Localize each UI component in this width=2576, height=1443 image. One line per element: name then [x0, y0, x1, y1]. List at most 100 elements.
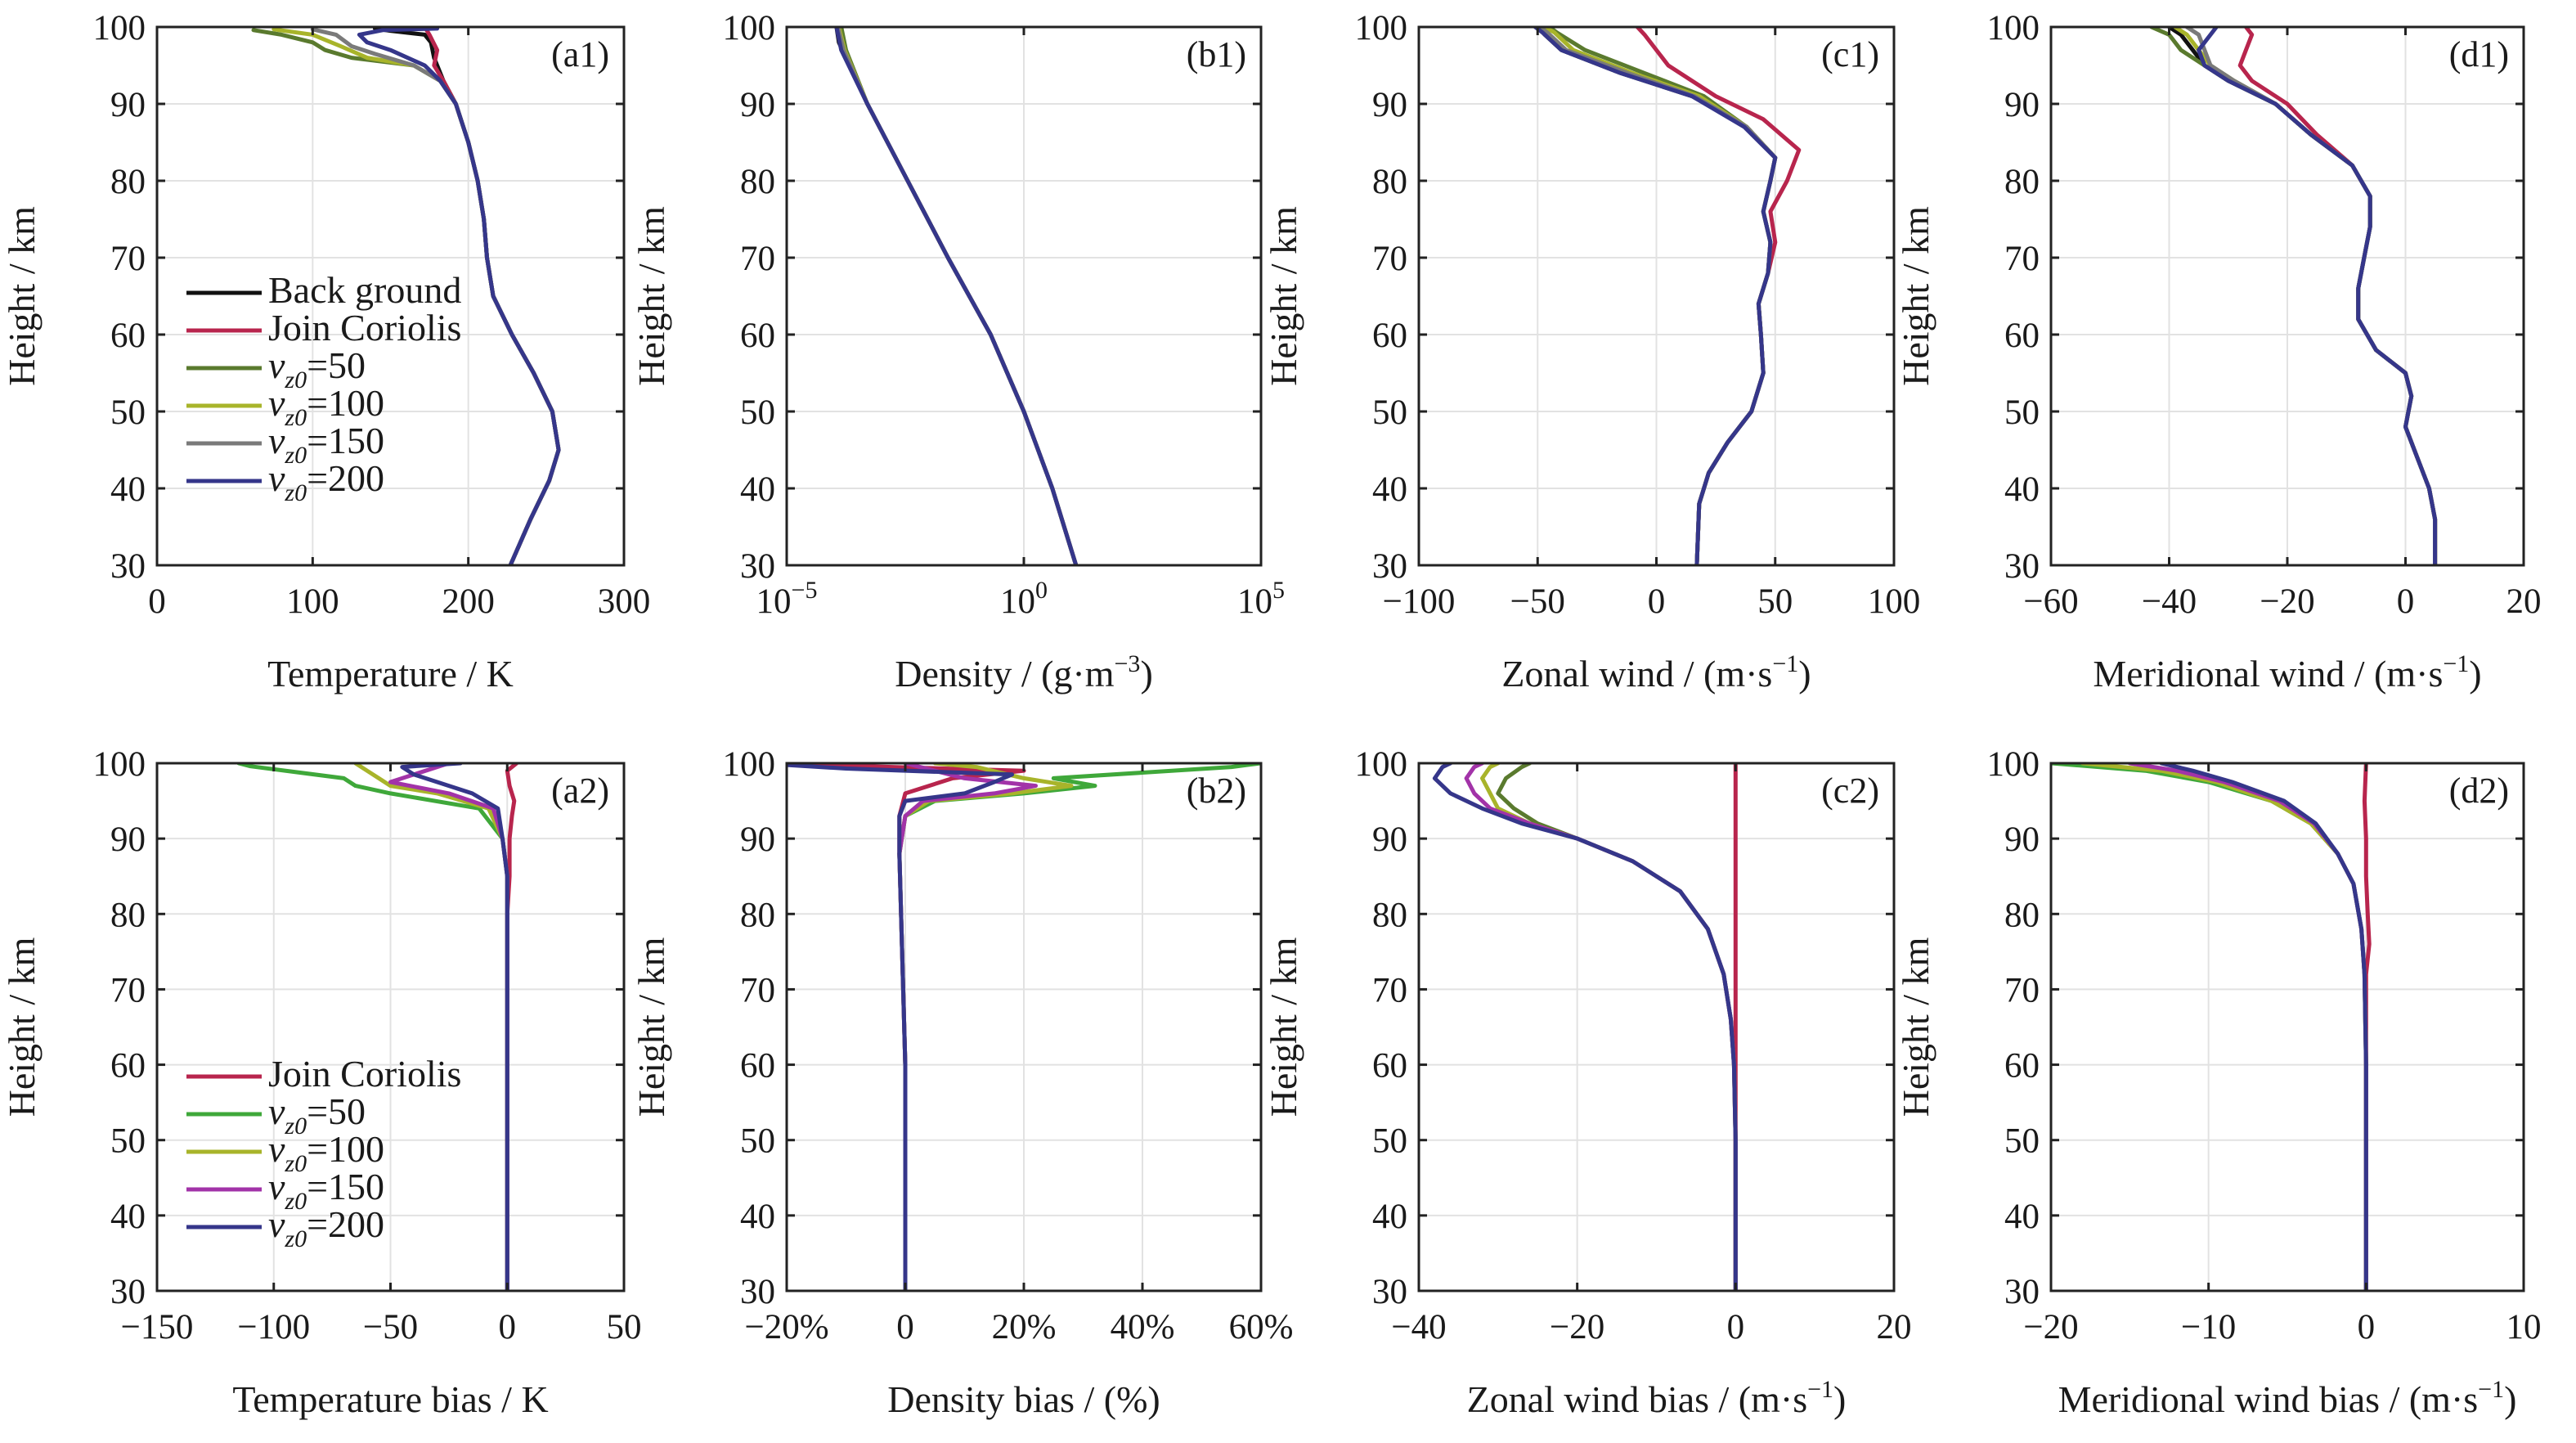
panel-d2: 30 40 50 60 70 80 90 100 −20 −10 0 10 (d2) Height / k… [1895, 745, 2542, 1420]
y-tick-label: 70 [1372, 971, 1407, 1009]
series-line-v-100 [897, 763, 1074, 1291]
panel-label: (d1) [2449, 34, 2509, 74]
y-tick-label: 60 [740, 1047, 775, 1086]
y-tick-label: 30 [1372, 547, 1407, 586]
x-axis-label: Meridional wind bias / (m·s−1) [2058, 1376, 2517, 1420]
y-tick-label: 90 [1372, 86, 1407, 124]
series-line-v-200 [1432, 763, 1738, 1291]
y-tick-label: 80 [110, 896, 146, 934]
x-tick-label: 50 [1757, 582, 1793, 621]
y-tick-label: 80 [1372, 163, 1407, 201]
y-tick-label: 60 [2004, 1047, 2040, 1086]
y-tick-label: 70 [740, 240, 775, 278]
y-tick-label: 80 [2004, 896, 2040, 934]
x-tick-label: 105 [1237, 577, 1285, 621]
y-tick-label: 40 [740, 1198, 775, 1236]
y-tick-label: 70 [110, 240, 146, 278]
x-tick-label: 10 [2506, 1308, 2542, 1346]
x-tick-label: −100 [237, 1308, 310, 1346]
x-tick-label: 200 [442, 582, 495, 621]
panel-label: (c2) [1821, 771, 1879, 811]
x-axis-label: Meridional wind / (m·s−1) [2093, 650, 2481, 695]
y-tick-label: 100 [1987, 745, 2040, 784]
panel-label: (b2) [1187, 771, 1246, 811]
y-tick-label: 90 [1372, 820, 1407, 859]
series-line-v-200 [834, 27, 1079, 565]
x-tick-label: −50 [363, 1308, 418, 1346]
panel-a2: 30 40 50 60 70 80 90 100 −150 −100 −50 0 50 (a2) Heigh… [1, 745, 642, 1420]
y-tick-label: 60 [1372, 1047, 1407, 1086]
series-line-v-150 [388, 763, 509, 1291]
y-tick-label: 50 [110, 1122, 146, 1161]
y-tick-label: 40 [110, 1198, 146, 1236]
y-tick-label: 100 [1987, 9, 2040, 47]
y-tick-label: 100 [1355, 9, 1408, 47]
panel-d1: 30 40 50 60 70 80 90 100 −60 −40 −20 0 20 (d1) Height … [1895, 9, 2542, 695]
x-axis-label: Density / (g·m−3) [895, 650, 1153, 695]
y-tick-label: 30 [110, 547, 146, 586]
series-line-v-150 [897, 763, 1038, 1291]
y-tick-label: 60 [740, 317, 775, 355]
x-axis-label: Zonal wind bias / (m·s−1) [1467, 1376, 1847, 1420]
series-line-v-50 [897, 763, 1261, 1291]
x-tick-label: 300 [598, 582, 651, 621]
series-line-join-coriolis [787, 763, 1026, 1291]
x-tick-label: −100 [1383, 582, 1456, 621]
y-tick-label: 70 [2004, 240, 2040, 278]
x-tick-label: −150 [121, 1308, 194, 1346]
y-tick-label: 90 [740, 820, 775, 859]
y-tick-label: 90 [2004, 86, 2040, 124]
series-line-v-100 [2080, 763, 2368, 1291]
y-tick-label: 30 [110, 1273, 146, 1311]
y-tick-label: 70 [740, 971, 775, 1009]
series-line-back-ground [834, 27, 1079, 565]
y-tick-label: 100 [723, 9, 776, 47]
x-tick-label: 0 [148, 582, 166, 621]
x-axis-label: Temperature bias / K [232, 1378, 548, 1420]
legend-entry: Join Coriolis [268, 1053, 461, 1095]
y-axis-label: Height / km [1895, 937, 1936, 1117]
y-tick-label: 60 [110, 1047, 146, 1086]
x-tick-label: 20% [992, 1308, 1057, 1346]
x-tick-label: 0 [2358, 1308, 2376, 1346]
series-line-back-ground [2167, 27, 2438, 565]
y-axis-label: Height / km [631, 206, 672, 386]
y-tick-label: 50 [740, 1122, 775, 1161]
x-tick-label: 0 [896, 1308, 914, 1346]
y-tick-label: 70 [2004, 971, 2040, 1009]
legend-entry: vz0=200 [268, 457, 384, 506]
y-tick-label: 100 [723, 745, 776, 784]
x-axis-label: Density bias / (%) [887, 1378, 1160, 1420]
plot-frame [1417, 762, 1896, 1292]
legend-entry: vz0=100 [268, 1128, 384, 1177]
series-line-v-200 [1533, 27, 1778, 565]
y-axis-label: Height / km [631, 937, 672, 1117]
series-line-v-200 [787, 763, 1014, 1291]
y-tick-label: 40 [2004, 470, 2040, 509]
x-tick-label: 0 [1727, 1308, 1745, 1346]
legend-entry: Join Coriolis [268, 307, 461, 348]
y-tick-label: 40 [1372, 1198, 1407, 1236]
y-axis-label: Height / km [1, 206, 43, 386]
y-tick-label: 80 [110, 163, 146, 201]
y-tick-label: 40 [1372, 470, 1407, 509]
x-tick-label: 20 [1877, 1308, 1912, 1346]
panel-label: (a2) [551, 771, 609, 811]
legend-entry: vz0=150 [268, 1166, 384, 1215]
y-tick-label: 30 [1372, 1273, 1407, 1311]
y-tick-label: 50 [1372, 393, 1407, 432]
series-line-v-100 [1480, 763, 1738, 1291]
x-tick-label: −10 [2181, 1308, 2236, 1346]
y-tick-label: 100 [93, 9, 146, 47]
y-tick-label: 50 [110, 393, 146, 432]
y-tick-label: 50 [2004, 393, 2040, 432]
x-tick-label: 100 [1000, 577, 1048, 621]
panel-label: (d2) [2449, 771, 2509, 811]
y-tick-label: 30 [2004, 1273, 2040, 1311]
y-tick-label: 100 [1355, 745, 1408, 784]
x-tick-label: 50 [607, 1308, 642, 1346]
legend-entry: vz0=200 [268, 1203, 384, 1252]
y-axis-label: Height / km [1263, 206, 1304, 386]
x-axis-label: Temperature / K [267, 653, 514, 695]
